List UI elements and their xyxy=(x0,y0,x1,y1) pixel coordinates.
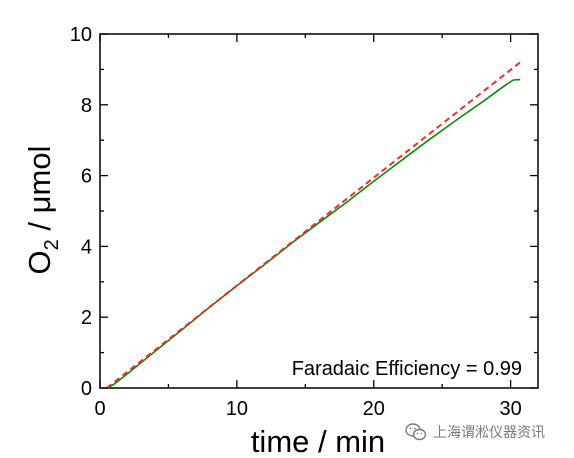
plot-area xyxy=(99,33,539,389)
theoretical-o2-line xyxy=(106,61,521,389)
y-axis-title-rest: / μmol xyxy=(22,146,57,240)
y-tick-label: 6 xyxy=(81,166,92,188)
axis-ticks xyxy=(99,33,538,389)
watermark-text: 上海谓淞仪器资讯 xyxy=(433,425,545,441)
measured-o2-line xyxy=(106,78,521,389)
y-axis-title-main: O xyxy=(22,250,57,274)
y-tick-label: 0 xyxy=(81,378,92,400)
x-tick-label: 0 xyxy=(94,398,105,420)
plot-frame xyxy=(99,33,539,389)
y-tick-label: 8 xyxy=(81,95,92,117)
series-layer xyxy=(106,61,521,389)
axis-tick-labels: 0 10 20 30 0 2 4 6 8 10 xyxy=(70,24,522,420)
x-tick-label: 10 xyxy=(226,398,248,420)
y-tick-label: 10 xyxy=(70,24,92,46)
x-tick-label: 30 xyxy=(500,398,522,420)
watermark: 上海谓淞仪器资讯 xyxy=(405,420,545,444)
wechat-icon xyxy=(405,423,427,441)
faradaic-efficiency-annotation: Faradaic Efficiency = 0.99 xyxy=(292,358,522,380)
x-axis-title: time / min xyxy=(251,424,385,458)
y-axis-title-subscript: 2 xyxy=(41,239,63,250)
y-axis-title: O2 / μmol xyxy=(22,146,63,275)
y-tick-label: 4 xyxy=(81,236,92,258)
y-tick-label: 2 xyxy=(81,307,92,329)
x-tick-label: 20 xyxy=(363,398,385,420)
